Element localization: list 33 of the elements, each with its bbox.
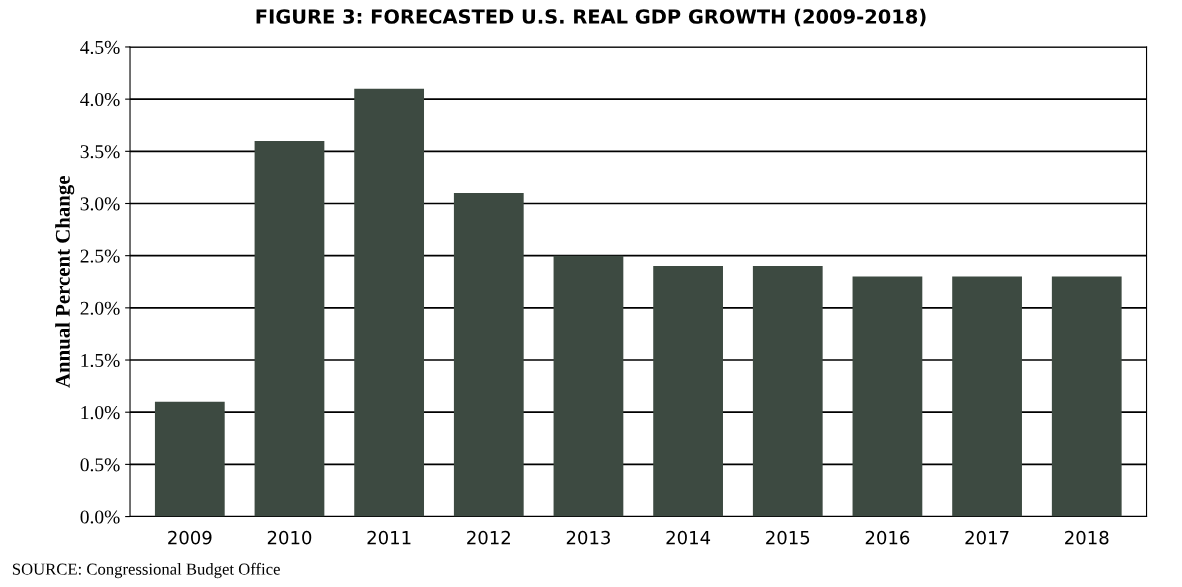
y-tick-label: 2.5% [80, 249, 120, 263]
x-tick-label: 2013 [566, 530, 610, 545]
x-tick-label: 2018 [1065, 530, 1109, 545]
bar [453, 193, 524, 517]
y-tick-label: 0.0% [80, 510, 120, 524]
bar [254, 140, 325, 517]
y-axis-title: Annual Percent Change [55, 176, 75, 388]
x-tick-label: 2015 [766, 530, 810, 545]
x-tick-label: 2017 [965, 530, 1009, 545]
bar [653, 266, 723, 517]
y-tick-label: 1.0% [81, 406, 120, 420]
chart-title: FIGURE 3: FORECASTED U.S. REAL GDP GROWTH (2009-2018) [256, 8, 926, 27]
y-tick-label: 0.5% [80, 458, 120, 472]
x-tick-label: 2010 [267, 530, 312, 545]
bar [553, 255, 624, 517]
x-tick-label: 2014 [666, 530, 711, 545]
bar [752, 266, 823, 517]
x-tick-label: 2016 [865, 530, 910, 545]
y-tick-label: 3.5% [80, 145, 120, 159]
y-tick-label: 4.5% [80, 40, 120, 54]
y-tick-label: 2.0% [80, 301, 120, 315]
x-tick-label: 2009 [168, 530, 212, 545]
y-tick-label: 3.0% [80, 197, 120, 211]
source-note: SOURCE: Congressional Budget Office [12, 562, 280, 579]
bar [1051, 276, 1122, 517]
bar [852, 276, 923, 517]
bar [354, 88, 425, 517]
x-tick-label: 2011 [367, 530, 411, 545]
bar [952, 276, 1022, 517]
y-tick-label: 1.5% [81, 353, 120, 368]
y-tick-label: 4.0% [80, 92, 120, 107]
x-tick-label: 2012 [467, 530, 510, 545]
bar [154, 401, 225, 517]
